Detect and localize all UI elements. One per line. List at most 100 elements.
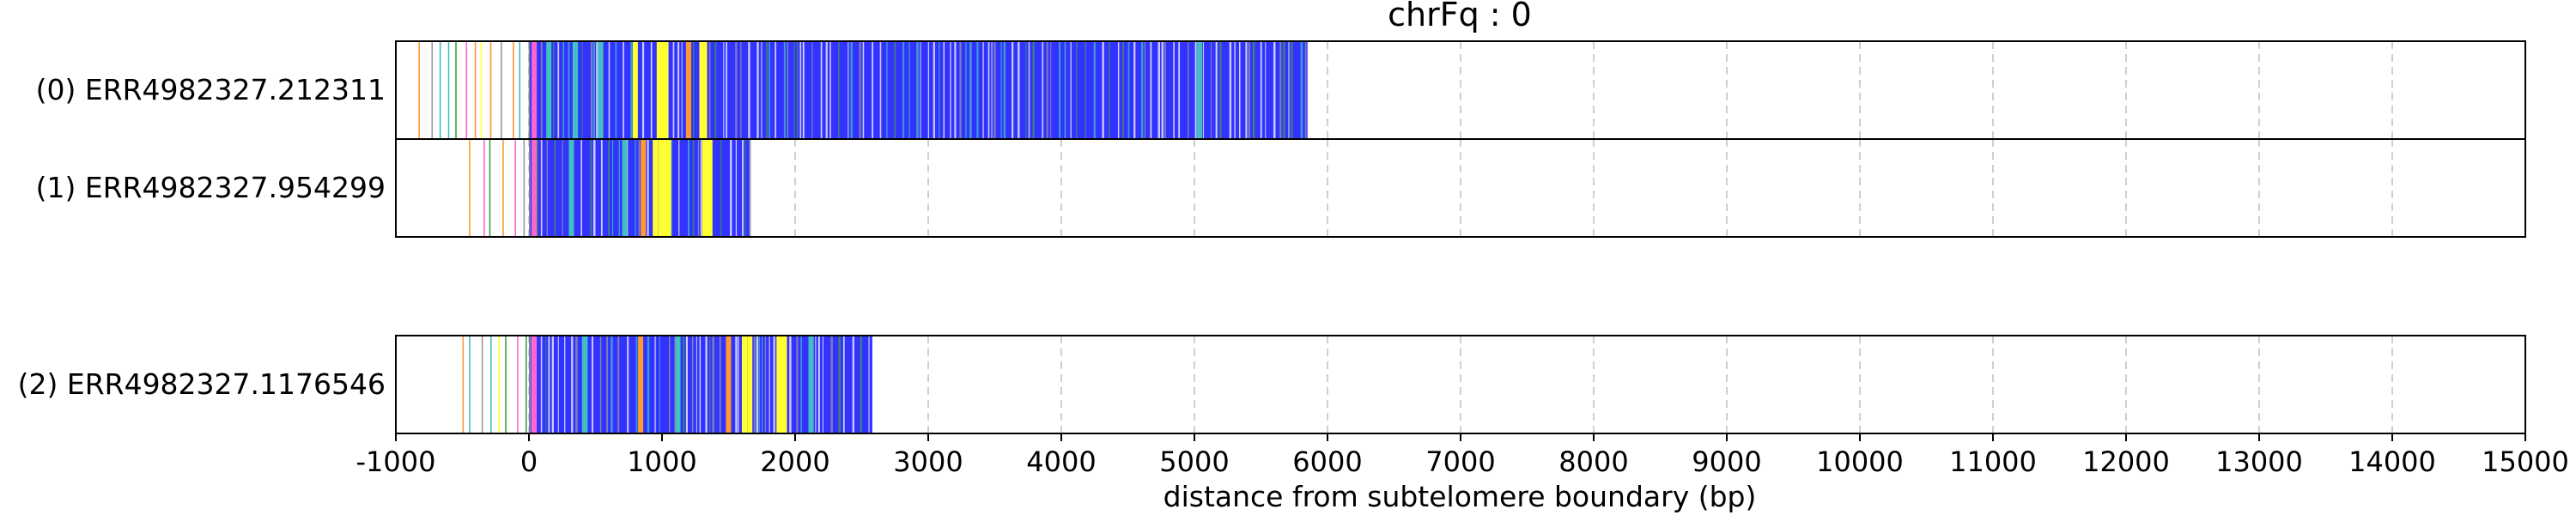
- read-stripe: [761, 41, 762, 139]
- read-stripe: [590, 41, 593, 139]
- read-stripe: [596, 41, 598, 139]
- read-stripe: [606, 336, 609, 433]
- read-stripe: [529, 41, 531, 139]
- read-stripe: [829, 41, 831, 139]
- read-stripe: [1046, 41, 1048, 139]
- read-highlight: [675, 336, 681, 433]
- read-stripe: [1122, 41, 1124, 139]
- read-sparse-mark: [489, 41, 492, 139]
- read-stripe: [838, 336, 841, 433]
- read-sparse-mark: [525, 336, 527, 433]
- read-highlight: [658, 139, 664, 237]
- read-sparse-mark: [519, 41, 521, 139]
- read-sparse-mark: [502, 139, 504, 237]
- read-stripe: [1003, 41, 1006, 139]
- read-stripe: [965, 41, 967, 139]
- read-highlight: [568, 139, 574, 237]
- read-stripe: [611, 336, 613, 433]
- read-highlight: [653, 139, 659, 237]
- read-stripe: [742, 139, 744, 237]
- x-tick-label: 12000: [2082, 445, 2170, 478]
- x-tick-label: 5000: [1159, 445, 1229, 478]
- read-highlight: [582, 336, 587, 433]
- x-tick-label: 2000: [760, 445, 829, 478]
- read-stripe: [562, 139, 563, 237]
- read-stripe: [787, 41, 789, 139]
- read-stripe: [568, 41, 570, 139]
- read-stripe: [608, 139, 611, 237]
- read-stripe: [1238, 41, 1241, 139]
- read-highlight: [665, 139, 671, 237]
- read-stripe: [659, 336, 660, 433]
- read-stripe: [872, 41, 874, 139]
- read-stripe: [1050, 41, 1052, 139]
- read-stripe: [529, 336, 532, 433]
- x-tick-label: 15000: [2482, 445, 2569, 478]
- x-tick-label: 0: [520, 445, 538, 478]
- read-stripe: [1194, 41, 1197, 139]
- read-sparse-mark: [469, 336, 471, 433]
- read-highlight: [781, 336, 787, 433]
- read-stripe: [553, 41, 555, 139]
- read-stripe: [617, 336, 620, 433]
- read-stripe: [1245, 41, 1248, 139]
- read-stripe: [592, 139, 596, 237]
- read-highlight: [726, 336, 732, 433]
- read-highlight: [747, 336, 753, 433]
- read-stripe: [1093, 41, 1096, 139]
- read-sparse-mark: [490, 336, 492, 433]
- read-stripe: [1219, 41, 1222, 139]
- read-stripe: [1140, 41, 1144, 139]
- read-stripe: [735, 41, 738, 139]
- read-label: (1) ERR4982327.954299: [36, 171, 386, 204]
- read-stripe: [618, 139, 621, 237]
- read-stripe: [817, 336, 820, 433]
- read-sparse-mark: [447, 41, 450, 139]
- read-sparse-mark: [439, 41, 441, 139]
- read-stripe: [1283, 41, 1285, 139]
- read-stripe: [590, 139, 592, 237]
- read-stripe: [1157, 41, 1160, 139]
- read-highlight: [532, 139, 538, 237]
- read-sparse-mark: [455, 41, 457, 139]
- read-track: (1) ERR4982327.954299: [36, 138, 2526, 238]
- read-stripe: [815, 336, 817, 433]
- read-stripe: [879, 41, 882, 139]
- read-highlight: [632, 41, 638, 139]
- x-axis: -1000 0 1000 2000 3000 4000 5000 6000 7000 8000 90…: [356, 433, 2569, 478]
- read-highlight: [532, 336, 538, 433]
- read-stripe: [959, 41, 962, 139]
- read-stripe: [1300, 41, 1303, 139]
- read-stripe: [681, 41, 683, 139]
- read-highlight: [685, 41, 691, 139]
- read-sparse-mark: [517, 336, 519, 433]
- read-track: (2) ERR4982327.1176546: [18, 335, 2526, 434]
- read-stripe: [1260, 41, 1262, 139]
- read-sparse-mark: [498, 336, 500, 433]
- read-stripe: [1012, 41, 1014, 139]
- read-sparse-mark: [505, 336, 507, 433]
- read-sparse-mark: [523, 139, 526, 237]
- read-stripe: [540, 139, 543, 237]
- read-stripe: [571, 336, 574, 433]
- read-stripe: [842, 336, 845, 433]
- read-highlight: [704, 139, 710, 237]
- read-stripe: [592, 41, 596, 139]
- read-sparse-mark: [474, 41, 477, 139]
- x-tick-label: 10000: [1816, 445, 1904, 478]
- read-track: (0) ERR4982327.212311: [36, 40, 2526, 140]
- read-stripe: [908, 41, 910, 139]
- read-stripe: [1161, 41, 1163, 139]
- read-stripe: [1000, 41, 1002, 139]
- read-stripe: [647, 139, 649, 237]
- read-stripe: [623, 41, 624, 139]
- read-stripe: [894, 41, 896, 139]
- read-stripe: [630, 41, 633, 139]
- read-stripe: [789, 336, 792, 433]
- read-stripe: [820, 41, 823, 139]
- read-stripe: [692, 139, 695, 237]
- x-axis-label: distance from subtelomere boundary (bp): [1163, 480, 1757, 513]
- read-stripe: [860, 336, 862, 433]
- read-stripe: [783, 41, 786, 139]
